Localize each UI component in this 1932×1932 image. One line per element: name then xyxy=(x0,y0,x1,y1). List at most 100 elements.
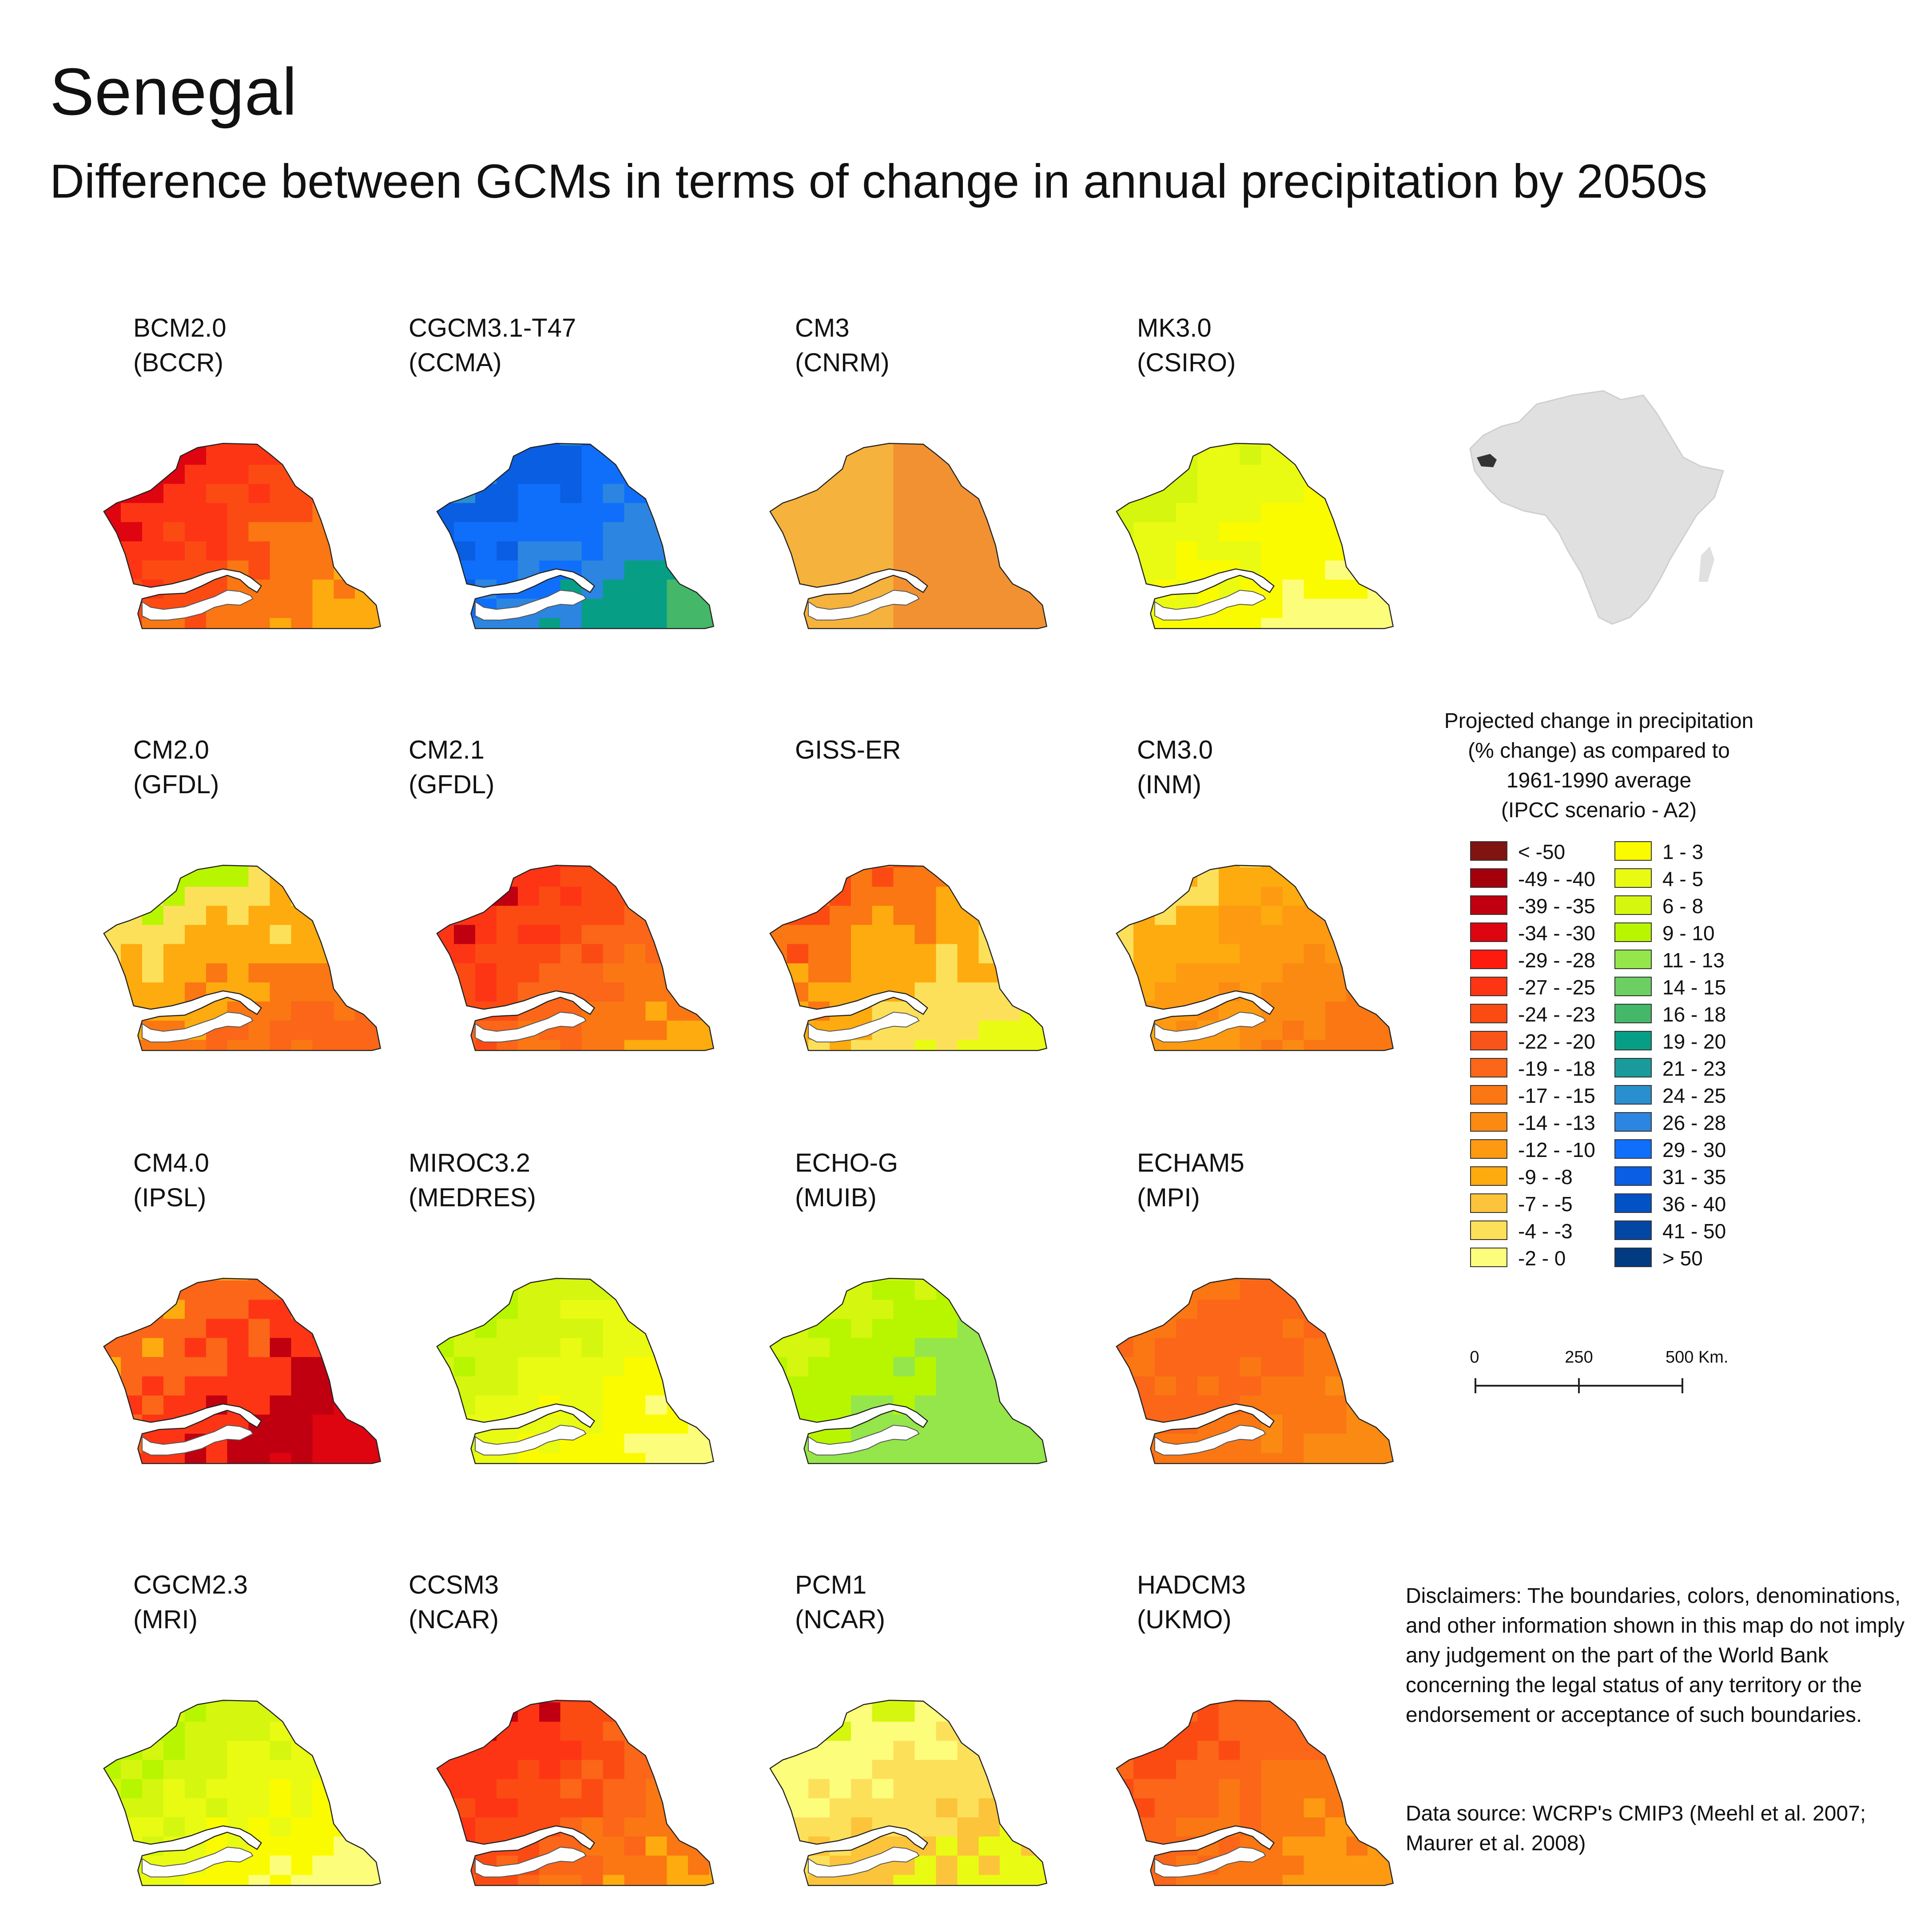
grid-cell xyxy=(1218,867,1240,887)
grid-cell xyxy=(121,1702,142,1722)
grid-cell xyxy=(808,1760,830,1779)
grid-cell xyxy=(872,1040,894,1051)
grid-cell xyxy=(1116,1376,1134,1395)
grid-cell xyxy=(560,465,582,484)
grid-cell xyxy=(1346,1319,1368,1338)
grid-cell xyxy=(355,522,377,541)
grid-cell xyxy=(103,1415,121,1434)
grid-cell xyxy=(334,541,355,561)
grid-cell xyxy=(688,944,710,963)
grid-cell xyxy=(1325,1721,1347,1741)
grid-cell xyxy=(227,865,249,868)
grid-cell xyxy=(270,1415,291,1434)
grid-cell xyxy=(957,1817,979,1837)
grid-cell xyxy=(270,982,291,1002)
grid-cell xyxy=(355,925,377,944)
gambia-cutout xyxy=(142,1424,254,1455)
grid-cell xyxy=(936,1278,958,1281)
grid-cell xyxy=(914,906,936,925)
grid-cell xyxy=(334,560,355,580)
grid-cell xyxy=(270,1779,291,1798)
grid-cell xyxy=(1368,503,1389,522)
grid-cell xyxy=(560,944,582,963)
grid-cell xyxy=(1346,1779,1368,1798)
grid-cell xyxy=(709,1300,714,1319)
grid-cell xyxy=(770,944,787,963)
senegal-outline xyxy=(1116,865,1394,1051)
grid-cell xyxy=(1133,1357,1155,1376)
grid-cell xyxy=(709,445,714,465)
senegal-map xyxy=(769,443,1048,629)
grid-cell xyxy=(121,925,142,944)
grid-cell xyxy=(1261,522,1283,541)
grid-cell xyxy=(334,982,355,1002)
grid-cell xyxy=(184,1453,206,1464)
legend-label: 9 - 10 xyxy=(1662,922,1715,945)
grid-cell xyxy=(496,1357,518,1376)
legend-swatch xyxy=(1470,1248,1507,1267)
grid-cell xyxy=(1346,1357,1368,1376)
grid-cell xyxy=(1176,1415,1197,1434)
grid-cell xyxy=(667,465,688,484)
grid-cell xyxy=(872,867,894,887)
grid-cell xyxy=(770,443,787,446)
grid-cell xyxy=(893,1338,915,1357)
grid-cell xyxy=(376,982,381,1002)
grid-cell xyxy=(603,867,624,887)
grid-cell xyxy=(1389,599,1393,618)
grid-cell xyxy=(1304,599,1325,618)
grid-cell xyxy=(560,1798,582,1817)
grid-cell xyxy=(688,886,710,906)
grid-cell xyxy=(851,1798,872,1817)
grid-cell xyxy=(1218,925,1240,944)
grid-cell xyxy=(1021,1453,1043,1464)
grid-cell xyxy=(376,1453,381,1464)
grid-cell xyxy=(206,1453,227,1464)
grid-cell xyxy=(1197,1319,1219,1338)
grid-cell xyxy=(206,1760,227,1779)
gcm-map-label: CM3.0 (INM) xyxy=(1137,733,1213,802)
grid-cell xyxy=(1261,541,1283,561)
grid-cell xyxy=(893,443,915,446)
grid-cell xyxy=(914,522,936,541)
legend-label: 36 - 40 xyxy=(1662,1193,1726,1216)
grid-cell xyxy=(770,1040,787,1051)
grid-cell xyxy=(709,886,714,906)
gcm-institute-name: (GFDL) xyxy=(133,770,219,799)
grid-cell xyxy=(142,465,163,484)
grid-cell xyxy=(1218,503,1240,522)
grid-cell xyxy=(872,465,894,484)
grid-cell xyxy=(893,865,915,868)
legend-item: 4 - 5 xyxy=(1614,867,1757,891)
grid-cell xyxy=(1197,484,1219,503)
grid-cell xyxy=(936,1040,958,1051)
grid-cell xyxy=(1346,1434,1368,1453)
grid-cell xyxy=(475,1798,497,1817)
grid-cell xyxy=(1000,1700,1022,1703)
grid-cell xyxy=(581,1319,603,1338)
grid-cell xyxy=(709,1779,714,1798)
grid-cell xyxy=(291,484,313,503)
grid-cell xyxy=(808,1376,830,1395)
gcm-model-name: PCM1 xyxy=(795,1570,867,1599)
grid-cell xyxy=(1042,1453,1047,1464)
grid-cell xyxy=(1304,522,1325,541)
grid-cell xyxy=(475,906,497,925)
grid-cell xyxy=(539,503,561,522)
grid-cell xyxy=(1240,925,1261,944)
grid-cell xyxy=(1368,541,1389,561)
grid-cell xyxy=(787,944,808,963)
grid-cell xyxy=(688,1395,710,1415)
grid-cell xyxy=(1197,1779,1219,1798)
grid-cell xyxy=(688,1040,710,1051)
grid-cell xyxy=(893,1040,915,1051)
grid-cell xyxy=(893,1779,915,1798)
grid-cell xyxy=(1261,503,1283,522)
grid-cell xyxy=(496,1700,518,1703)
grid-cell xyxy=(376,925,381,944)
grid-cell xyxy=(496,1837,518,1856)
grid-cell xyxy=(1389,503,1393,522)
grid-cell xyxy=(437,1434,454,1453)
legend-item: -27 - -25 xyxy=(1470,975,1612,1000)
grid-cell xyxy=(437,1376,454,1395)
